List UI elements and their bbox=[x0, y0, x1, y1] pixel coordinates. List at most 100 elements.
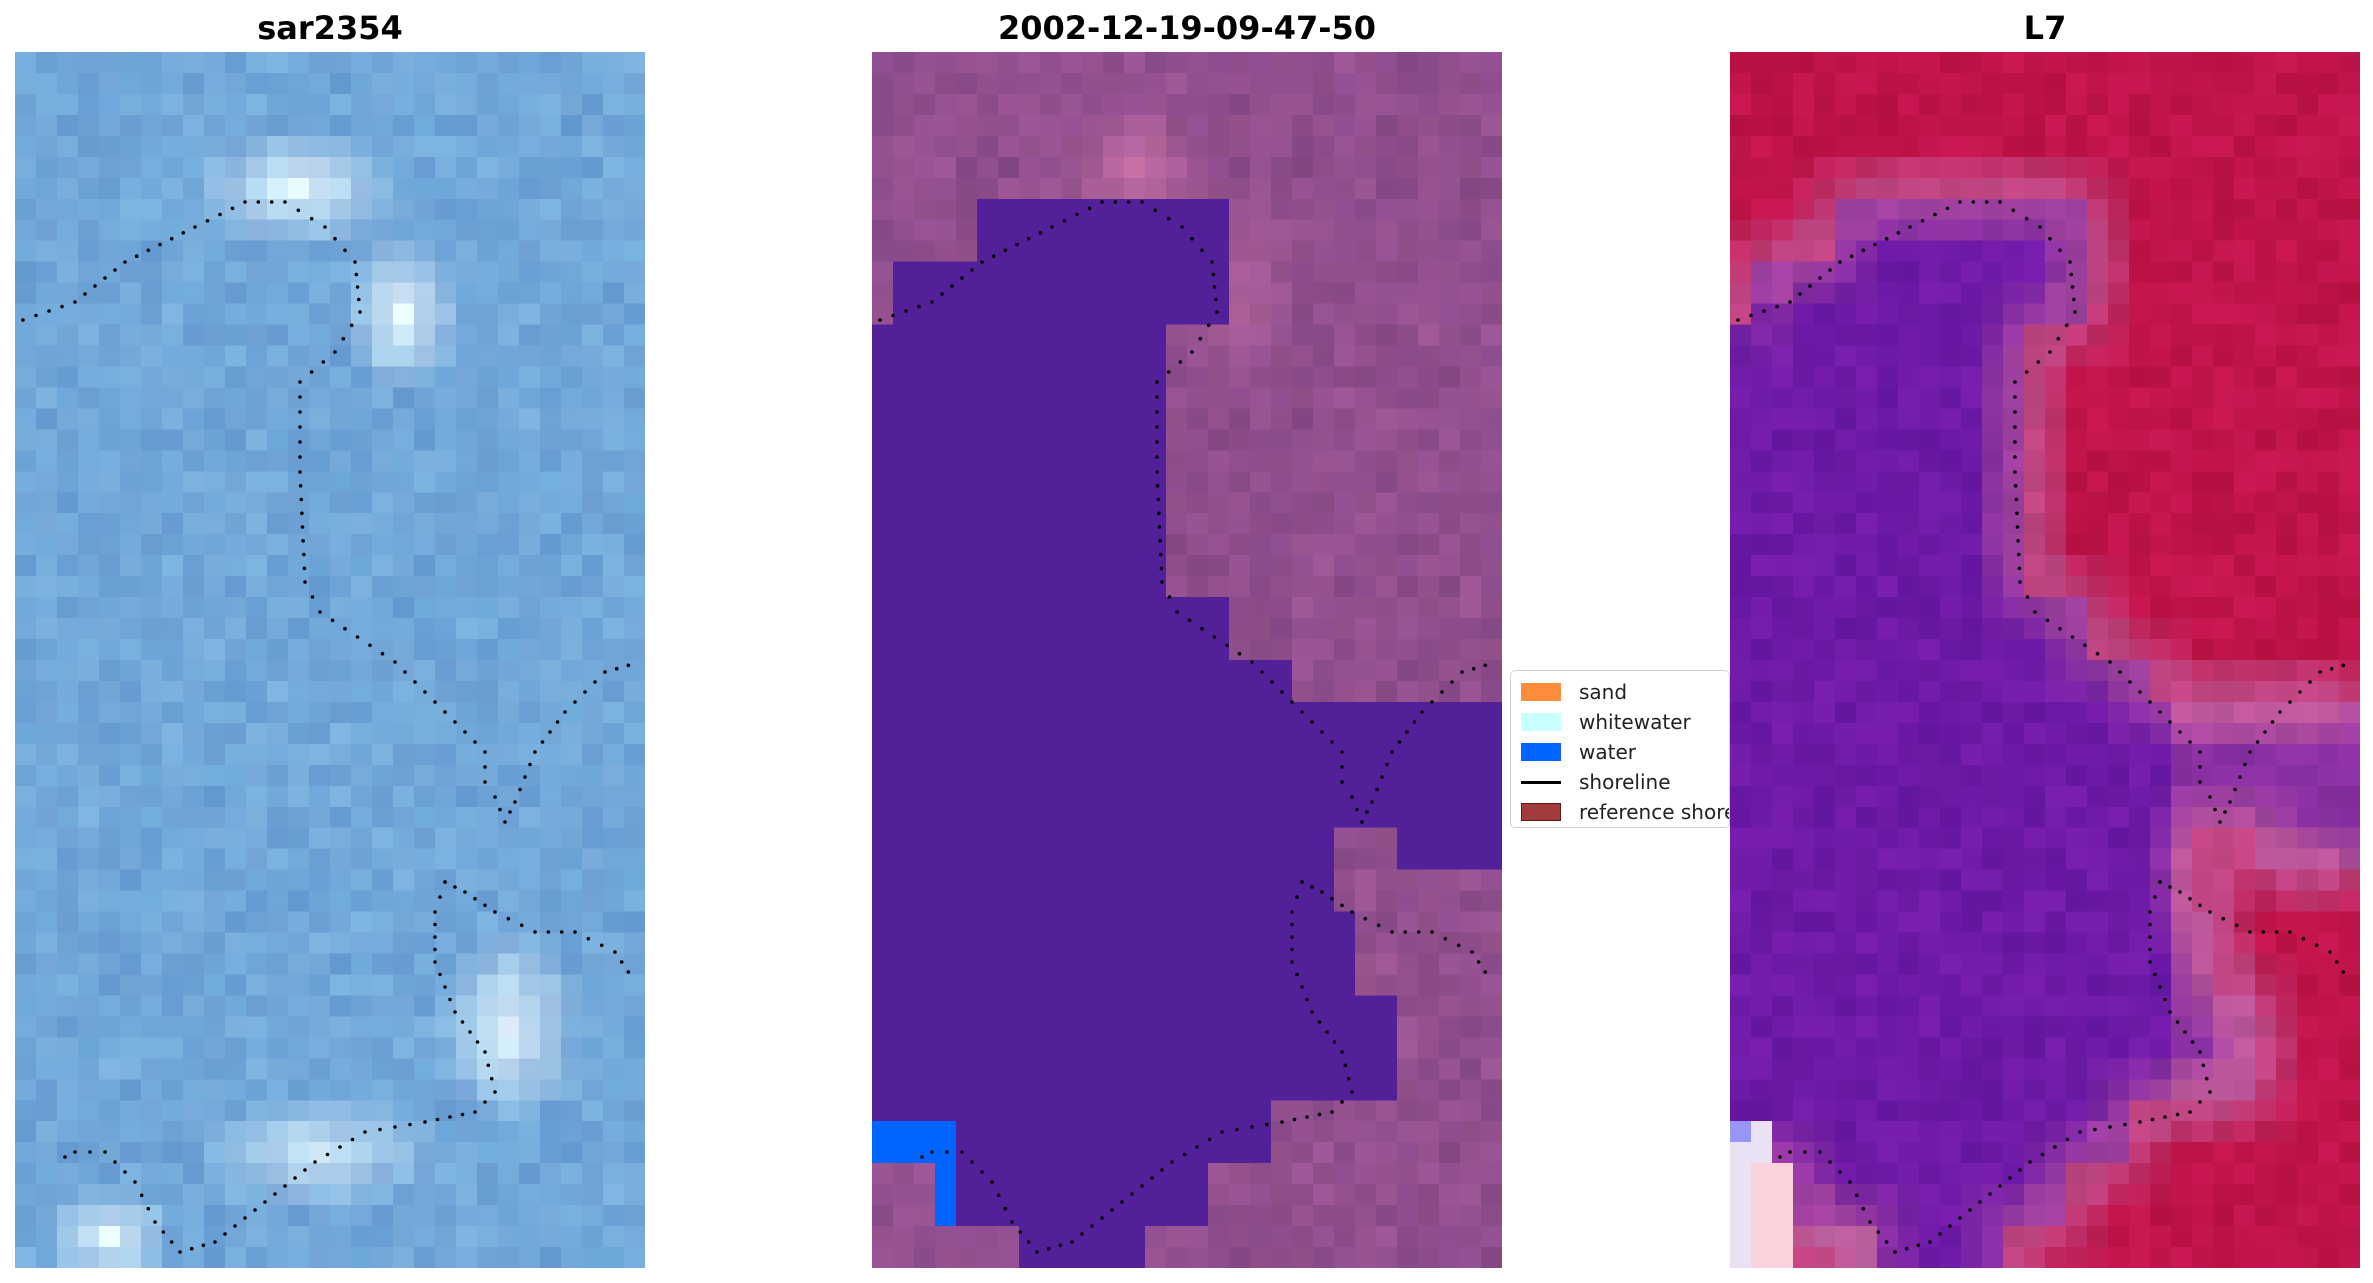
shoreline-dot bbox=[2018, 580, 2022, 584]
shoreline-dot bbox=[2108, 1125, 2112, 1129]
shoreline-dot bbox=[1167, 595, 1172, 599]
shoreline-dot bbox=[1376, 923, 1381, 928]
shoreline-dot bbox=[599, 943, 604, 948]
shoreline-dot bbox=[2341, 970, 2346, 974]
shoreline-dot bbox=[2017, 552, 2021, 557]
shoreline-dot bbox=[378, 1127, 382, 1132]
shoreline-dot bbox=[438, 895, 442, 899]
shoreline-dot bbox=[493, 1090, 497, 1094]
shoreline-dot bbox=[433, 947, 437, 952]
shoreline-dot bbox=[1884, 236, 1889, 241]
shoreline-dot bbox=[2123, 1122, 2127, 1127]
shoreline-dot bbox=[1010, 1220, 1014, 1224]
shoreline-dot bbox=[2013, 455, 2017, 459]
shoreline-dot bbox=[2208, 1090, 2212, 1094]
shoreline-dot bbox=[357, 297, 361, 302]
shoreline-dot bbox=[498, 807, 502, 812]
shoreline-dot bbox=[1211, 272, 1216, 277]
shoreline-dot bbox=[1736, 318, 1740, 322]
shoreline-dot bbox=[1343, 1063, 1348, 1068]
shoreline-dot bbox=[2238, 775, 2242, 779]
shoreline-dot bbox=[1998, 200, 2002, 204]
shoreline-dot bbox=[243, 1216, 247, 1220]
shoreline-dot bbox=[1015, 242, 1019, 247]
shoreline-dot bbox=[296, 208, 301, 213]
shoreline-dot bbox=[2248, 750, 2252, 754]
shoreline-dot bbox=[2248, 930, 2252, 934]
shoreline-dot bbox=[448, 997, 452, 1002]
shoreline-dot bbox=[2188, 1110, 2192, 1114]
shoreline-dot bbox=[2198, 750, 2202, 754]
shoreline-dot bbox=[453, 885, 457, 889]
shoreline-dot bbox=[2128, 680, 2132, 684]
shoreline-dot bbox=[298, 470, 302, 474]
shoreline-dot bbox=[533, 930, 537, 934]
shoreline-dot bbox=[2025, 595, 2030, 599]
shoreline-dot bbox=[1403, 930, 1408, 934]
shoreline-dot bbox=[493, 910, 497, 914]
shoreline-dot bbox=[945, 1150, 949, 1154]
shoreline-dot bbox=[483, 780, 487, 784]
shoreline-dot bbox=[2011, 208, 2016, 213]
legend-label-reference-shoreline: reference shoreline bbox=[1579, 800, 1729, 824]
shoreline-dot bbox=[917, 304, 921, 309]
shoreline-overlay-classified bbox=[878, 200, 1488, 1254]
shoreline-dot bbox=[2014, 497, 2019, 502]
shoreline-dot bbox=[1198, 336, 1203, 341]
legend-entry-water: water bbox=[1521, 737, 1729, 767]
shoreline-dot bbox=[213, 1240, 217, 1244]
shoreline-dot bbox=[2038, 225, 2042, 229]
shoreline-dot bbox=[1476, 960, 1481, 964]
shoreline-dot bbox=[1087, 206, 1092, 211]
shoreline-dot bbox=[546, 930, 551, 934]
shoreline-dot bbox=[486, 1063, 491, 1068]
shoreline-dot bbox=[1456, 943, 1461, 948]
shoreline-dot bbox=[2158, 985, 2162, 989]
shoreline-dot bbox=[1920, 219, 1925, 223]
shoreline-dot bbox=[2148, 935, 2152, 939]
shoreline-dot bbox=[21, 318, 25, 322]
shoreline-dot bbox=[603, 670, 607, 674]
shoreline-dot bbox=[2068, 260, 2072, 264]
shoreline-dot bbox=[1958, 200, 1962, 204]
shoreline-dot bbox=[2148, 947, 2152, 952]
shoreline-dot bbox=[318, 610, 322, 614]
shoreline-dot bbox=[408, 1122, 412, 1127]
shoreline-dot bbox=[475, 1040, 480, 1044]
shoreline-dot bbox=[1330, 896, 1334, 901]
shoreline-dot bbox=[301, 539, 305, 543]
shoreline-dot bbox=[1026, 236, 1031, 241]
shoreline-dot bbox=[1206, 323, 1211, 328]
shoreline-dot bbox=[2073, 310, 2077, 314]
shoreline-dot bbox=[1295, 895, 1299, 899]
shoreline-dot bbox=[1166, 370, 1171, 374]
shoreline-dot bbox=[1808, 284, 1812, 288]
shoreline-dot bbox=[1156, 497, 1161, 502]
panel-title-sar: sar2354 bbox=[257, 9, 403, 47]
shoreline-dot bbox=[1483, 663, 1488, 668]
shoreline-dot bbox=[468, 1030, 472, 1034]
shoreline-dot bbox=[1443, 936, 1448, 941]
panel-title-classified: 2002-12-19-09-47-50 bbox=[997, 9, 1377, 47]
shoreline-dot bbox=[1430, 700, 1434, 704]
shoreline-dot bbox=[1290, 922, 1294, 927]
shoreline-dot bbox=[2078, 1130, 2082, 1134]
shoreline-dot bbox=[1317, 1020, 1322, 1024]
panel-title-index: L7 bbox=[2023, 9, 2067, 47]
shoreline-dot bbox=[2188, 896, 2192, 901]
shoreline-dot bbox=[523, 775, 527, 779]
shoreline-dot bbox=[353, 260, 357, 264]
shoreline-dot bbox=[435, 1117, 440, 1122]
shoreline-dot bbox=[1390, 930, 1394, 934]
shoreline-dot bbox=[1290, 947, 1294, 952]
shoreline-dot bbox=[2118, 670, 2122, 674]
shoreline-dot bbox=[300, 525, 305, 529]
shoreline-dot bbox=[303, 580, 307, 584]
shoreline-dot bbox=[2234, 923, 2239, 928]
shoreline-dot bbox=[1945, 206, 1950, 211]
shoreline-dot bbox=[423, 690, 427, 694]
shoreline-dot bbox=[1018, 1230, 1023, 1234]
shoreline-dot bbox=[1300, 710, 1304, 714]
shoreline-dot bbox=[2108, 660, 2112, 664]
shoreline-dot bbox=[1928, 1240, 1932, 1244]
